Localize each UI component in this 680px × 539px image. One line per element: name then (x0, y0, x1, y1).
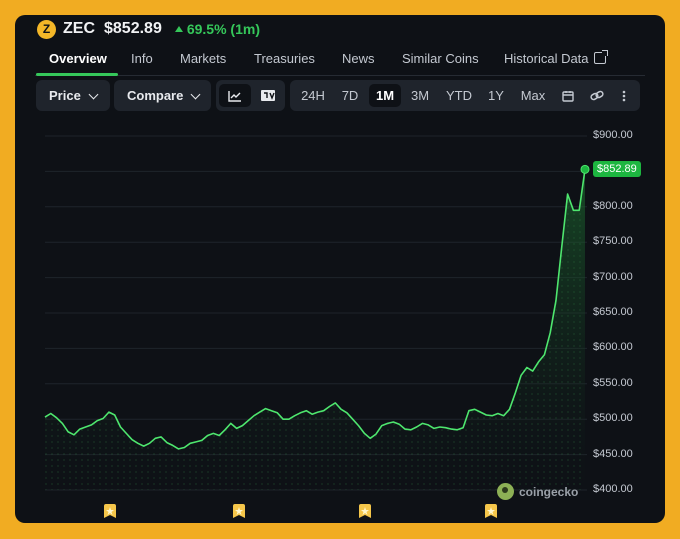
compare-dropdown-label: Compare (127, 88, 184, 103)
y-axis-tick-label: $500.00 (593, 412, 633, 425)
event-marker-icon[interactable] (231, 503, 247, 519)
y-axis-tick-label: $600.00 (593, 341, 633, 354)
range-3m[interactable]: 3M (410, 88, 430, 103)
y-axis-tick-label: $900.00 (593, 129, 633, 141)
tab-historical-data[interactable]: Historical Data (504, 50, 608, 66)
compare-dropdown[interactable]: Compare (114, 80, 211, 111)
price-line (44, 169, 586, 450)
active-tab-indicator (36, 73, 118, 76)
tradingview-icon (261, 90, 275, 101)
price-change: 69.5% (1m) (174, 21, 260, 37)
price-change-value: 69.5% (1m) (186, 21, 260, 37)
tab-bar: Overview Info Markets Treasuries News Si… (35, 45, 645, 76)
price-area (45, 169, 585, 490)
price-area-texture (45, 169, 585, 490)
chevron-down-icon (190, 89, 201, 99)
line-chart-button[interactable] (219, 84, 251, 107)
y-axis-tick-label: $650.00 (593, 306, 633, 318)
up-arrow-icon (174, 26, 183, 32)
y-axis-tick-label: $550.00 (593, 376, 633, 389)
y-axis-tick-label: $450.00 (593, 447, 633, 460)
chart-type-toggle (216, 80, 285, 111)
range-24h[interactable]: 24H (301, 88, 325, 103)
event-marker-icon[interactable] (357, 503, 373, 519)
coingecko-branding: coingecko (497, 483, 578, 500)
y-axis-tick-label: $400.00 (593, 483, 633, 495)
tab-info[interactable]: Info (131, 51, 153, 66)
range-7d[interactable]: 7D (341, 88, 359, 103)
coin-price-card: Z ZEC $852.89 69.5% (1m) Overview Info M… (15, 15, 665, 523)
y-axis-tick-label: $700.00 (593, 270, 633, 283)
line-chart-icon (228, 90, 241, 102)
event-marker-icon[interactable] (102, 503, 118, 519)
tab-overview[interactable]: Overview (49, 51, 107, 66)
zcash-coin-icon: Z (37, 19, 56, 39)
link-icon (590, 90, 604, 100)
event-marker-icon[interactable] (483, 503, 499, 519)
range-ytd[interactable]: YTD (446, 88, 472, 103)
range-1m[interactable]: 1M (369, 84, 401, 107)
tab-treasuries[interactable]: Treasuries (254, 51, 315, 66)
tab-historical-data-label: Historical Data (504, 51, 589, 66)
external-link-icon (593, 50, 608, 64)
time-range-selector: 24H 7D 1M 3M YTD 1Y Max (290, 80, 640, 111)
y-axis-tick-label: $750.00 (593, 235, 633, 248)
range-1y[interactable]: 1Y (488, 88, 504, 103)
last-price-dot (580, 164, 590, 174)
tab-similar-coins[interactable]: Similar Coins (402, 51, 479, 66)
y-axis-tick-label: $800.00 (593, 199, 633, 212)
link-button[interactable] (584, 84, 610, 107)
tradingview-button[interactable] (253, 84, 283, 107)
tab-markets[interactable]: Markets (180, 51, 227, 66)
price-dropdown[interactable]: Price (36, 80, 110, 111)
coin-header: Z ZEC $852.89 69.5% (1m) (37, 17, 260, 41)
more-options-button[interactable] (613, 84, 635, 107)
price-dropdown-label: Price (49, 88, 81, 103)
coingecko-label: coingecko (519, 484, 579, 499)
more-vertical-icon (622, 90, 626, 101)
range-max[interactable]: Max (520, 88, 546, 103)
last-price-tag: $852.89 (593, 161, 641, 177)
coingecko-logo-icon (497, 483, 514, 500)
chevron-down-icon (88, 89, 99, 99)
calendar-icon (562, 90, 574, 102)
coin-price: $852.89 (104, 20, 162, 37)
calendar-button[interactable] (555, 84, 581, 107)
coin-symbol: ZEC (63, 20, 95, 37)
tab-news[interactable]: News (342, 51, 375, 66)
